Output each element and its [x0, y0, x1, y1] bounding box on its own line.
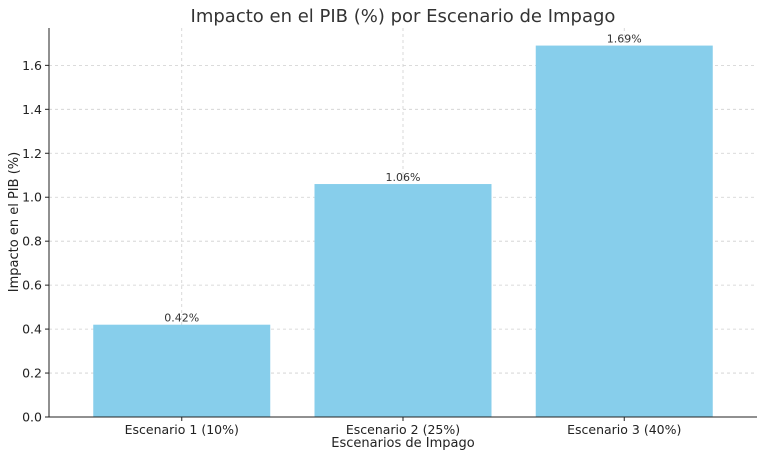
x-tick-label: Escenario 2 (25%)	[346, 422, 460, 437]
bar-layer	[93, 45, 713, 418]
y-tick-label: 0.4	[22, 322, 42, 337]
y-tick-layer: 0.0 0.2 0.4 0.6 0.8 1.0 1.2 1.4 1.6	[22, 58, 49, 425]
y-tick-label: 0.2	[22, 366, 42, 381]
x-tick-label: Escenario 1 (10%)	[125, 422, 239, 437]
chart-title: Impacto en el PIB (%) por Escenario de I…	[191, 6, 616, 27]
bar-data-label: 0.42%	[164, 312, 199, 325]
x-tick-label: Escenario 3 (40%)	[567, 422, 681, 437]
bar-data-label: 1.06%	[386, 171, 421, 184]
y-axis-label: Impacto en el PIB (%)	[7, 152, 22, 292]
y-tick-label: 1.2	[22, 146, 42, 161]
bar-data-label: 1.69%	[607, 33, 642, 46]
bar	[93, 324, 271, 417]
bar	[314, 184, 492, 417]
x-axis-label: Escenarios de Impago	[331, 436, 475, 451]
y-tick-label: 1.4	[22, 102, 42, 117]
bar	[535, 45, 713, 418]
y-tick-label: 0.0	[22, 410, 42, 425]
y-tick-label: 0.8	[22, 234, 42, 249]
y-tick-label: 1.0	[22, 190, 42, 205]
y-tick-label: 1.6	[22, 58, 42, 73]
y-tick-label: 0.6	[22, 278, 42, 293]
x-tick-layer: Escenario 1 (10%) Escenario 2 (25%) Escena…	[125, 417, 681, 437]
data-label-layer: 0.42% 1.06% 1.69%	[164, 33, 641, 325]
